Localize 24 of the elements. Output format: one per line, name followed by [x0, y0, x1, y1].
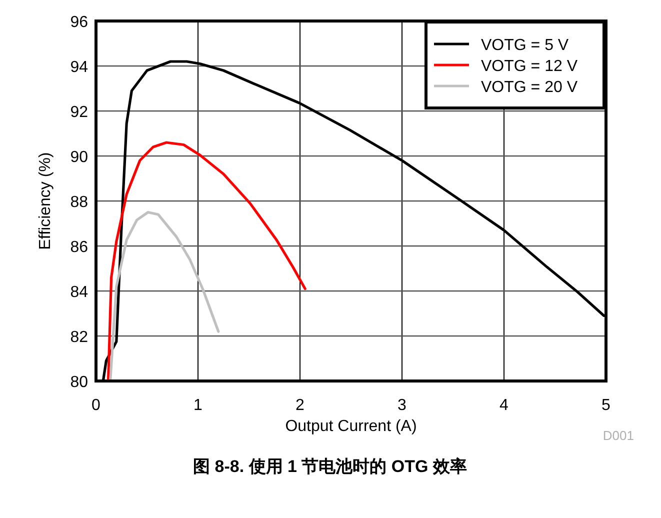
y-tick-label: 84	[70, 284, 88, 301]
text: 图 8-8. 使用 1 节电池时的 OTG 效率	[193, 457, 467, 476]
legend-label: VOTG = 20 V	[481, 79, 578, 96]
x-tick-label: 4	[500, 397, 509, 414]
y-tick-label: 90	[70, 149, 88, 166]
line-series	[106, 141, 306, 382]
y-tick-label: 92	[70, 104, 88, 121]
x-tick-label: 3	[398, 397, 407, 414]
x-tick-label: 2	[296, 397, 305, 414]
x-axis-title: Output Current (A)	[285, 418, 417, 435]
x-tick-label: 1	[194, 397, 203, 414]
y-axis-title: Efficiency (%)	[37, 152, 54, 250]
y-tick-label: 80	[70, 374, 88, 391]
y-tick-label: 88	[70, 194, 88, 211]
y-tick-label: 86	[70, 239, 88, 256]
legend-label: VOTG = 12 V	[481, 58, 578, 75]
y-tick-label: 96	[70, 14, 88, 31]
legend-label: VOTG = 5 V	[481, 37, 569, 54]
x-tick-label: 5	[602, 397, 611, 414]
line-series	[108, 210, 220, 382]
text: D001	[602, 428, 634, 443]
x-tick-label: 0	[92, 397, 101, 414]
y-tick-label: 94	[70, 59, 88, 76]
y-tick-label: 82	[70, 329, 88, 346]
